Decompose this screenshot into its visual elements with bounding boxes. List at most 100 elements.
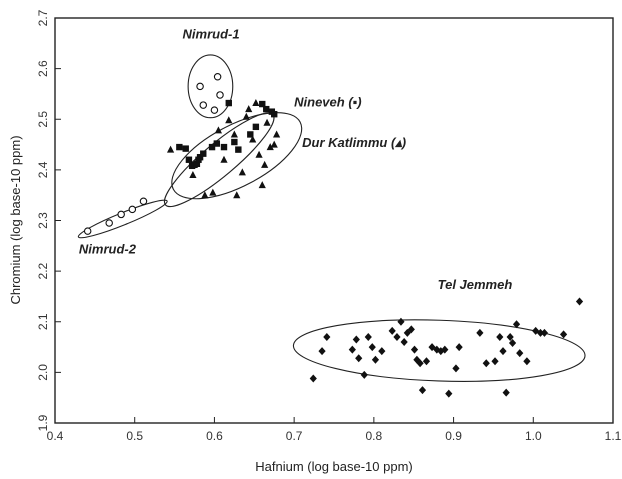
data-point-triangle [166,145,175,153]
data-point-open-circle [210,106,219,114]
data-points [83,72,584,398]
data-point-diamond [371,355,380,364]
data-point-diamond [523,357,531,366]
data-point-triangle [270,140,278,148]
data-point-diamond [532,326,540,335]
data-point-diamond [364,332,372,341]
data-point-diamond [482,359,490,368]
data-point-diamond [309,374,317,383]
data-point-square [220,143,228,151]
x-tick-label: 0.8 [366,429,383,443]
x-tick-label: 0.5 [126,429,143,443]
data-point-diamond [410,345,419,354]
data-point-triangle [214,126,223,134]
y-tick-label: 2.2 [36,262,50,279]
data-point-diamond [378,347,386,356]
annotation-label: Nimrud-2 [79,241,137,256]
y-tick-label: 2.3 [36,212,50,229]
y-tick-label: 2.1 [36,313,50,330]
data-point-square [193,160,201,167]
x-tick-label: 0.7 [286,429,303,443]
data-point-diamond [516,349,524,358]
data-point-diamond [393,332,401,341]
data-point-square [200,150,207,157]
data-point-square [225,99,232,107]
data-point-triangle [245,105,253,113]
x-tick-label: 0.4 [47,429,64,443]
data-point-open-circle [199,101,208,109]
data-point-triangle [233,191,241,199]
data-point-triangle [242,112,250,120]
data-point-diamond [318,347,326,356]
data-point-open-circle [83,227,92,235]
data-point-diamond [388,326,396,335]
data-point-diamond [499,347,507,356]
data-point-triangle [189,170,197,178]
data-point-triangle [255,150,263,158]
data-point-diamond [407,325,415,334]
data-point-diamond [502,388,510,397]
data-point-diamond [512,320,521,329]
x-tick-label: 0.6 [206,429,223,443]
data-point-square [247,131,254,138]
y-tick-label: 2.6 [36,60,50,77]
data-point-diamond [422,357,431,366]
x-tick-label: 1.0 [525,429,542,443]
data-point-square [235,146,242,153]
data-point-open-circle [213,72,222,81]
data-point-diamond [400,338,408,346]
data-point-triangle [266,143,274,151]
data-point-diamond [323,332,331,341]
data-point-diamond [455,343,463,352]
data-point-square [263,105,270,113]
data-point-diamond [413,355,421,364]
annotations: Nimrud-1 Nineveh (▪) Dur Katlimmu (▴) Nimru… [79,26,512,292]
data-point-open-circle [117,210,125,219]
data-point-triangle [230,130,238,138]
data-point-diamond [496,332,504,341]
data-point-diamond [536,328,545,337]
data-point-triangle [261,160,269,168]
y-axis-title: Chromium (log base-10 ppm) [8,135,23,304]
group-ellipse [292,319,586,382]
group-ellipse [171,112,303,200]
data-point-open-circle [128,205,137,214]
data-point-triangle [209,188,217,196]
y-axis-ticks: 1.9 2.0 2.1 2.2 2.3 2.4 2.5 2.6 2.7 [36,9,61,431]
annotation-label: Nimrud-1 [183,26,240,41]
annotation-label: Nineveh (▪) [294,95,361,110]
data-point-square [259,100,266,108]
data-point-diamond [445,389,453,398]
y-tick-label: 1.9 [36,414,50,431]
data-point-diamond [368,343,376,352]
data-point-square [208,143,216,151]
data-point-square [182,145,189,152]
data-point-square [195,156,202,163]
data-point-diamond [491,357,499,366]
data-point-diamond [540,328,549,337]
data-point-diamond [397,317,405,326]
data-point-triangle [258,181,266,189]
data-point-open-circle [139,197,148,206]
data-point-diamond [348,345,356,354]
data-point-triangle [263,118,271,126]
data-point-diamond [352,335,360,344]
y-tick-label: 2.0 [36,364,50,381]
group-ellipse [187,54,234,119]
data-point-square [252,123,260,131]
data-point-diamond [575,297,584,306]
data-point-triangle [225,116,233,124]
y-tick-label: 2.5 [36,111,50,128]
data-point-triangle [201,191,209,199]
data-point-open-circle [196,82,204,91]
data-point-open-circle [105,219,113,227]
x-tick-label: 1.1 [605,429,622,443]
annotation-label: Dur Katlimmu (▴) [302,135,406,150]
data-point-diamond [559,330,568,339]
data-point-diamond [506,332,514,341]
data-point-open-circle [216,91,224,99]
data-point-triangle [273,130,281,138]
data-point-diamond [403,328,411,337]
